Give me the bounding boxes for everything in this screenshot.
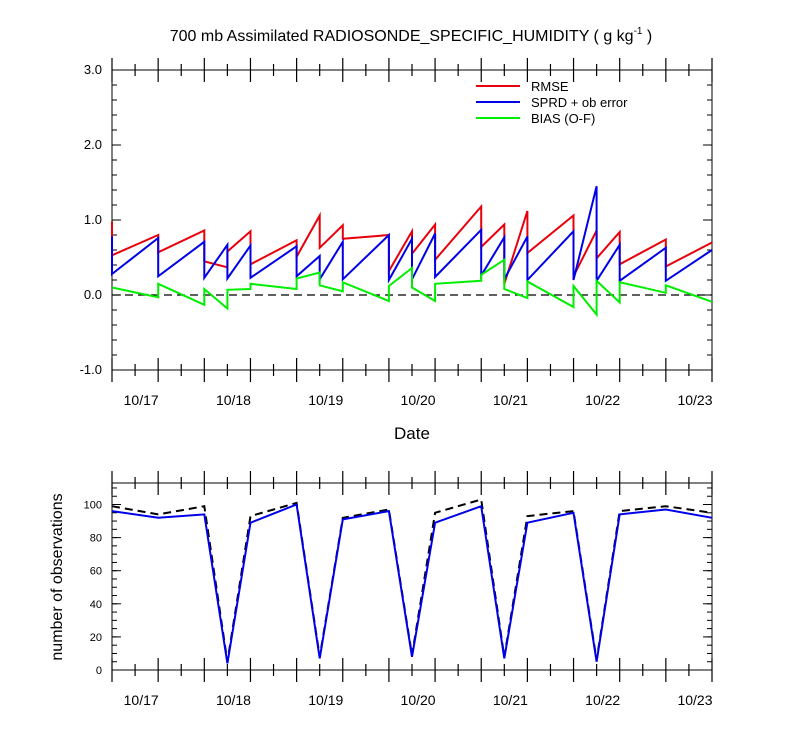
x-tick-label: 10/22 (585, 392, 620, 408)
y-tick-label: 80 (90, 533, 102, 545)
x-tick-label: 10/20 (401, 692, 436, 708)
y-tick-label: 60 (90, 566, 102, 578)
x-tick-label: 10/23 (677, 692, 712, 708)
y-tick-label: 40 (90, 599, 102, 611)
x-tick-label: 10/19 (308, 392, 343, 408)
y-tick-label: 3.0 (84, 62, 102, 77)
x-tick-label: 10/23 (677, 392, 712, 408)
x-tick-label: 10/18 (216, 392, 251, 408)
y-tick-label: 1.0 (84, 212, 102, 227)
chart-title: 700 mb Assimilated RADIOSONDE_SPECIFIC_H… (170, 26, 653, 45)
legend-label: BIAS (O-F) (531, 111, 595, 126)
x-axis-label: Date (394, 424, 430, 443)
legend-label: RMSE (531, 79, 569, 94)
x-tick-label: 10/20 (401, 392, 436, 408)
series-line-sprd-ob-error (111, 186, 713, 285)
top-plot-frame (111, 69, 713, 371)
legend-label: SPRD + ob error (531, 95, 628, 110)
y-tick-label: 20 (90, 632, 102, 644)
x-tick-label: 10/21 (493, 392, 528, 408)
x-tick-label: 10/19 (308, 692, 343, 708)
y-tick-label: 0 (96, 665, 102, 677)
x-tick-label: 10/17 (124, 392, 159, 408)
x-tick-label: 10/17 (124, 692, 159, 708)
bottom-panel: 0 20 40 60 80 100 10/17 10/18 10/19 10/20 10/21 10/… (49, 471, 713, 708)
y-tick-label: -1.0 (80, 362, 102, 377)
series-line-possible (111, 498, 713, 662)
series-line-assimilated (111, 503, 713, 664)
y-tick-label: 100 (84, 500, 102, 512)
x-tick-label: 10/21 (493, 692, 528, 708)
top-panel: -1.0 0.0 1.0 2.0 3.0 10/17 10/18 10/19 10/20 10/2… (80, 58, 713, 443)
x-tick-label: 10/22 (585, 692, 620, 708)
y-tick-label: 0.0 (84, 287, 102, 302)
series-line-bias-o-f (111, 257, 713, 318)
y-tick-label: 2.0 (84, 137, 102, 152)
x-tick-label: 10/18 (216, 692, 251, 708)
y-axis-label: number of observations (49, 493, 66, 660)
